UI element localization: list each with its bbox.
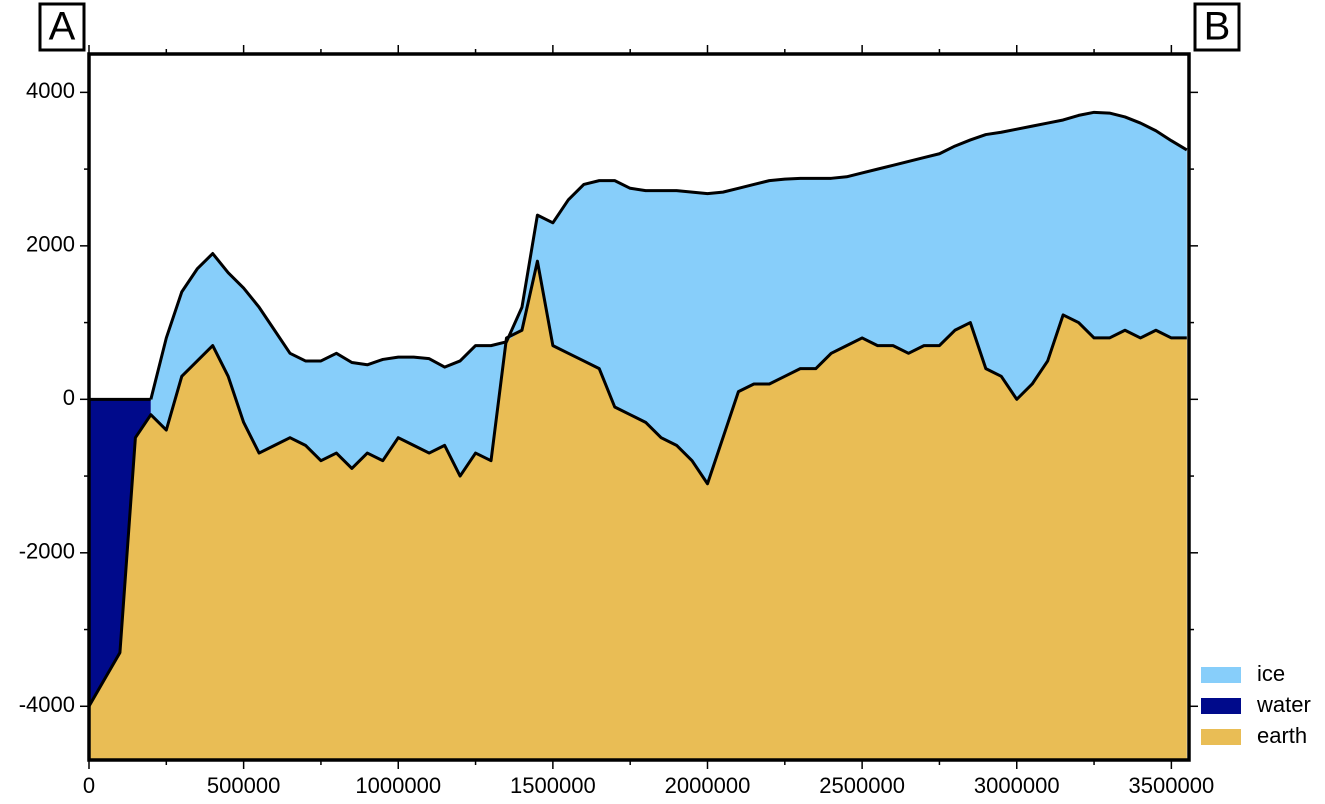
- x-tick-label: 1000000: [355, 773, 441, 798]
- annotation-box: [38, 2, 86, 52]
- x-tick-label: 0: [83, 773, 95, 798]
- annotation-box: [1193, 2, 1241, 52]
- y-tick-label: 4000: [26, 78, 75, 103]
- annotation: B: [1204, 5, 1231, 49]
- y-tick-label: 2000: [26, 232, 75, 257]
- earth-line: [87, 259, 1187, 708]
- x-tick-label: 2500000: [819, 773, 905, 798]
- legend-swatch: [1201, 698, 1241, 714]
- y-tick-label: 0: [63, 385, 75, 410]
- x-tick-label: 3000000: [974, 773, 1060, 798]
- x-tick-label: 1500000: [510, 773, 596, 798]
- x-tick-label: 500000: [207, 773, 280, 798]
- earth-area: [89, 261, 1187, 760]
- x-tick-label: 3500000: [1129, 773, 1215, 798]
- ice-area: [150, 112, 1187, 484]
- x-tick-label: 2000000: [665, 773, 751, 798]
- legend-swatch: [1201, 667, 1241, 683]
- legend-label: water: [1256, 692, 1311, 717]
- y-tick-label: -4000: [19, 692, 75, 717]
- y-tick-label: -2000: [19, 539, 75, 564]
- plot-frame: [87, 52, 1191, 762]
- water-area: [89, 399, 151, 707]
- legend-swatch: [1201, 729, 1241, 745]
- ice-line: [149, 110, 1188, 400]
- legend-label: earth: [1257, 723, 1307, 748]
- annotation: A: [49, 5, 76, 49]
- legend-label: ice: [1257, 661, 1285, 686]
